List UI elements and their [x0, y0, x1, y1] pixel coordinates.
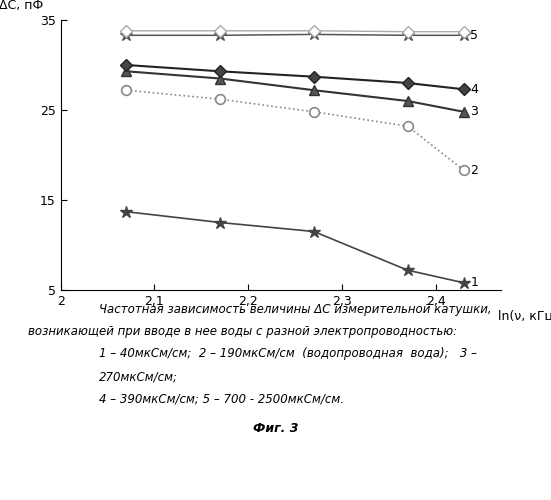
Text: 3: 3 — [471, 106, 478, 118]
Text: 4 – 390мкСм/см; 5 – 700 - 2500мкСм/см.: 4 – 390мкСм/см; 5 – 700 - 2500мкСм/см. — [99, 392, 344, 406]
Text: 4: 4 — [471, 83, 478, 96]
X-axis label: ln(ν, кГц): ln(ν, кГц) — [498, 309, 551, 322]
Text: возникающей при вводе в нее воды с разной электропроводностью:: возникающей при вводе в нее воды с разно… — [28, 325, 457, 338]
Text: 270мкСм/см;: 270мкСм/см; — [99, 370, 178, 383]
Text: 2: 2 — [471, 164, 478, 177]
Text: 5: 5 — [471, 29, 478, 42]
Text: Фиг. 3: Фиг. 3 — [253, 422, 298, 436]
Text: Частотная зависимость величины ΔC измерительной катушки,: Частотная зависимость величины ΔC измери… — [99, 302, 492, 316]
Text: 1: 1 — [471, 276, 478, 289]
Text: 1 – 40мкСм/см;  2 – 190мкСм/см  (водопроводная  вода);   3 –: 1 – 40мкСм/см; 2 – 190мкСм/см (водопрово… — [99, 348, 477, 360]
Y-axis label: ΔC, пФ: ΔC, пФ — [0, 0, 43, 12]
